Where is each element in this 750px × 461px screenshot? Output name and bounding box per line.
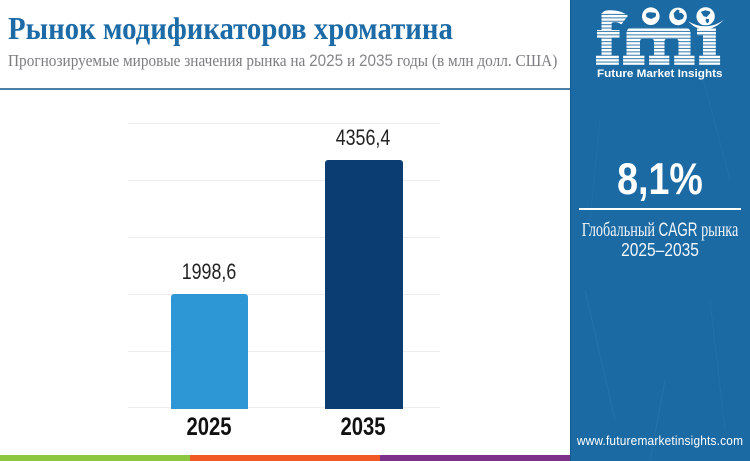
svg-text:Future Market Insights: Future Market Insights [597,68,723,80]
